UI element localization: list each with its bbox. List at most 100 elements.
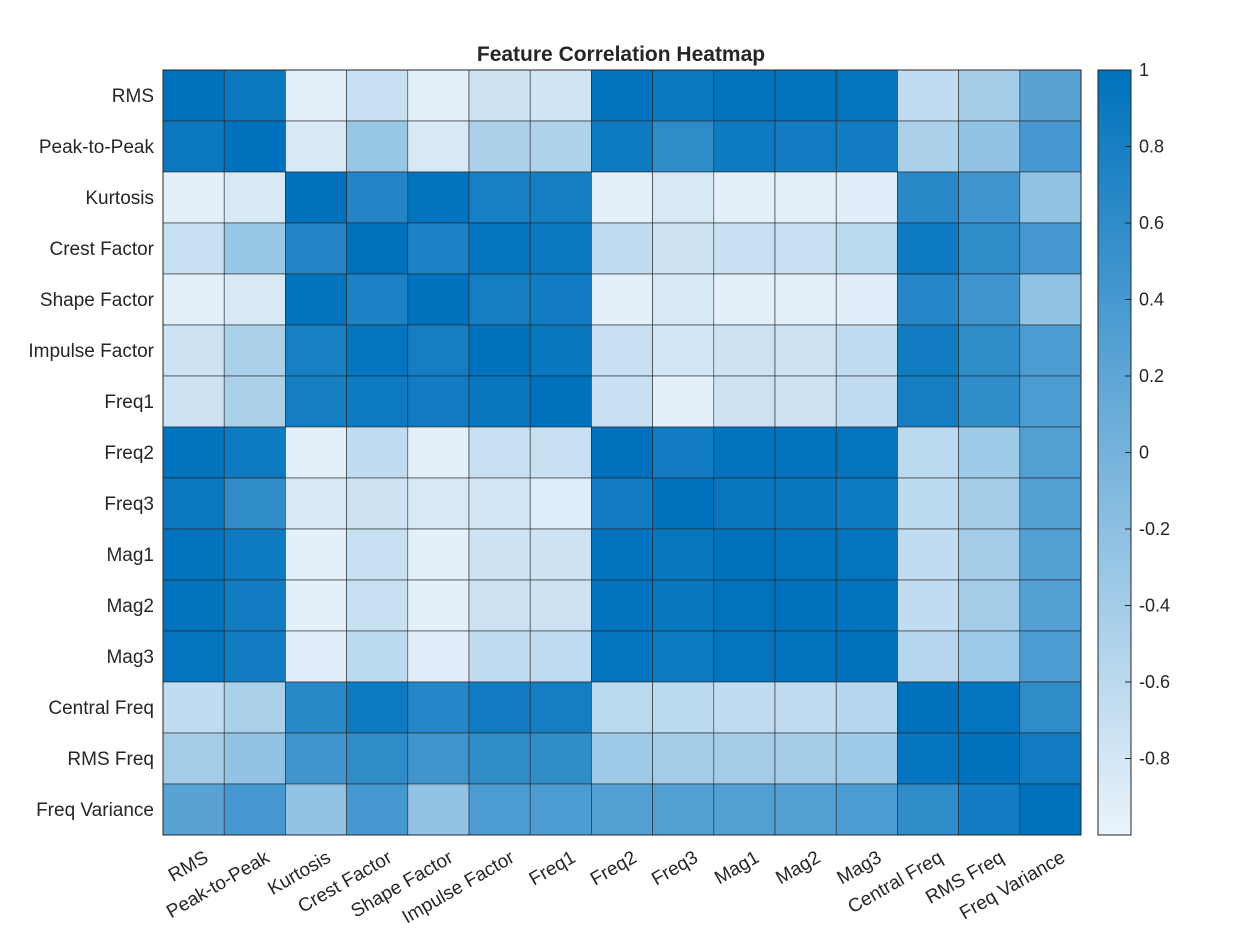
heatmap-cell-12-4: [407, 681, 470, 734]
heatmap-cell-14-3: [346, 783, 409, 836]
heatmap-cell-3-0: [162, 222, 225, 275]
heatmap-cell-9-2: [285, 528, 347, 581]
heatmap-cell-1-3: [346, 120, 409, 173]
heatmap-cell-1-5: [468, 120, 531, 173]
heatmap-cell-2-14: [1019, 171, 1082, 224]
heatmap-cell-5-12: [897, 324, 959, 377]
heatmap-cell-11-1: [223, 630, 286, 683]
row-label: Impulse Factor: [28, 341, 154, 362]
heatmap-cell-6-2: [285, 375, 347, 428]
heatmap-cell-7-11: [835, 426, 898, 479]
heatmap-cell-14-0: [162, 783, 225, 836]
heatmap-cell-1-0: [162, 120, 225, 173]
heatmap-cell-7-8: [652, 426, 715, 479]
heatmap-cell-14-11: [835, 783, 898, 836]
heatmap-cell-13-14: [1019, 732, 1082, 785]
row-label: Kurtosis: [85, 188, 154, 209]
heatmap-cell-9-9: [713, 528, 776, 581]
heatmap-cell-6-5: [468, 375, 531, 428]
heatmap-cell-1-12: [897, 120, 959, 173]
heatmap-cell-0-9: [713, 69, 776, 122]
heatmap-cell-8-5: [468, 477, 531, 530]
heatmap-cell-9-0: [162, 528, 225, 581]
heatmap-cell-7-1: [223, 426, 286, 479]
heatmap-cell-3-3: [346, 222, 409, 275]
heatmap-cell-14-7: [591, 783, 653, 836]
heatmap-cell-13-12: [897, 732, 959, 785]
heatmap-cell-2-7: [591, 171, 653, 224]
heatmap-cell-7-7: [591, 426, 653, 479]
heatmap-cell-9-10: [774, 528, 837, 581]
heatmap-cell-10-9: [713, 579, 776, 632]
heatmap-cell-8-1: [223, 477, 286, 530]
heatmap-cell-1-8: [652, 120, 715, 173]
heatmap-cell-12-7: [591, 681, 653, 734]
heatmap-cell-0-3: [346, 69, 409, 122]
heatmap-cell-6-4: [407, 375, 470, 428]
heatmap-cell-0-10: [774, 69, 837, 122]
heatmap-cell-3-11: [835, 222, 898, 275]
heatmap-cell-10-3: [346, 579, 409, 632]
heatmap-cells: [162, 69, 1082, 836]
heatmap-cell-0-2: [285, 69, 347, 122]
heatmap-cell-1-7: [591, 120, 653, 173]
heatmap-cell-0-14: [1019, 69, 1082, 122]
heatmap-cell-8-14: [1019, 477, 1082, 530]
heatmap-cell-5-9: [713, 324, 776, 377]
heatmap-cell-12-10: [774, 681, 837, 734]
heatmap-cell-3-5: [468, 222, 531, 275]
heatmap-cell-1-1: [223, 120, 286, 173]
heatmap-cell-13-3: [346, 732, 409, 785]
heatmap-cell-0-7: [591, 69, 653, 122]
heatmap-cell-10-8: [652, 579, 715, 632]
heatmap-cell-12-13: [958, 681, 1021, 734]
heatmap-cell-10-5: [468, 579, 531, 632]
heatmap-cell-1-4: [407, 120, 470, 173]
heatmap-cell-2-2: [285, 171, 347, 224]
heatmap-cell-12-12: [897, 681, 959, 734]
colorbar-tick-label: 0.8: [1139, 137, 1164, 157]
heatmap-cell-11-12: [897, 630, 959, 683]
heatmap-cell-1-9: [713, 120, 776, 173]
heatmap-cell-5-1: [223, 324, 286, 377]
heatmap-cell-6-13: [958, 375, 1021, 428]
column-label: Mag2: [772, 847, 824, 889]
heatmap-cell-1-10: [774, 120, 837, 173]
heatmap-cell-4-0: [162, 273, 225, 326]
colorbar-tick-label: 0.4: [1139, 290, 1164, 310]
heatmap-cell-0-0: [162, 69, 225, 122]
heatmap-cell-0-11: [835, 69, 898, 122]
heatmap-cell-4-14: [1019, 273, 1082, 326]
heatmap-cell-0-1: [223, 69, 286, 122]
heatmap-cell-6-1: [223, 375, 286, 428]
heatmap-cell-12-9: [713, 681, 776, 734]
row-label: Peak-to-Peak: [39, 137, 155, 158]
heatmap-cell-7-4: [407, 426, 470, 479]
heatmap-cell-9-12: [897, 528, 959, 581]
heatmap-cell-7-2: [285, 426, 347, 479]
heatmap-cell-6-0: [162, 375, 225, 428]
heatmap-cell-12-6: [529, 681, 592, 734]
heatmap-cell-14-6: [529, 783, 592, 836]
colorbar-tick-label: 1: [1139, 60, 1149, 80]
plot-border: [162, 69, 1082, 836]
heatmap-cell-13-9: [713, 732, 776, 785]
heatmap-cell-2-3: [346, 171, 409, 224]
heatmap-cell-4-11: [835, 273, 898, 326]
heatmap-cell-10-11: [835, 579, 898, 632]
colorbar-tick-label: -0.6: [1139, 672, 1170, 692]
heatmap-cell-13-4: [407, 732, 470, 785]
heatmap-cell-4-4: [407, 273, 470, 326]
heatmap-cell-8-4: [407, 477, 470, 530]
heatmap-cell-3-9: [713, 222, 776, 275]
heatmap-cell-7-12: [897, 426, 959, 479]
heatmap-cell-9-6: [529, 528, 592, 581]
heatmap-cell-11-13: [958, 630, 1021, 683]
heatmap-cell-13-11: [835, 732, 898, 785]
heatmap-cell-7-5: [468, 426, 531, 479]
heatmap-cell-8-13: [958, 477, 1021, 530]
heatmap-cell-11-7: [591, 630, 653, 683]
heatmap-cell-3-1: [223, 222, 286, 275]
heatmap-cell-10-10: [774, 579, 837, 632]
